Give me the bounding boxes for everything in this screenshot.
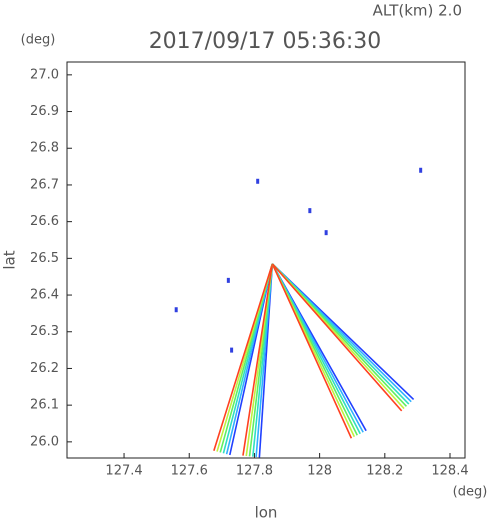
x-tick-label: 128.2 [366,464,403,479]
x-tick-label: 127.4 [105,464,142,479]
echo [230,347,234,353]
x-unit: (deg) [453,485,488,500]
y-tick-label: 26.0 [30,434,59,449]
echo [174,307,178,313]
x-tick-label: 128 [307,464,332,479]
y-tick-label: 26.4 [30,288,59,303]
beam [242,263,274,458]
y-tick-label: 26.2 [30,361,59,376]
beam-stripe [271,263,403,412]
chart-subtitle: ALT(km) 2.0 [373,2,462,20]
x-tick-label: 128.4 [431,464,468,479]
y-tick-label: 26.6 [30,214,59,229]
x-axis-label: lon [255,504,278,521]
x-tick-label: 127.8 [236,464,273,479]
y-unit: (deg) [21,33,56,48]
chart-title: 2017/09/17 05:36:30 [149,29,382,54]
beam [271,263,415,412]
y-tick-label: 26.8 [30,141,59,156]
x-tick-label: 127.6 [171,464,208,479]
echo [256,178,260,184]
beam [271,263,367,439]
y-tick-label: 26.7 [30,177,59,192]
echo [419,167,423,173]
y-tick-label: 27.0 [30,67,59,82]
plot-frame [66,61,466,459]
beam-stripe [213,263,274,451]
y-tick-label: 26.3 [30,324,59,339]
echo [324,230,328,236]
y-tick-label: 26.1 [30,398,59,413]
beam [213,263,274,456]
beam-stripe [242,263,274,456]
y-tick-label: 26.9 [30,104,59,119]
y-axis-label: lat [1,250,19,269]
echo [308,208,312,214]
beam-stripe [271,263,353,439]
echo [226,277,230,283]
y-tick-label: 26.5 [30,251,59,266]
